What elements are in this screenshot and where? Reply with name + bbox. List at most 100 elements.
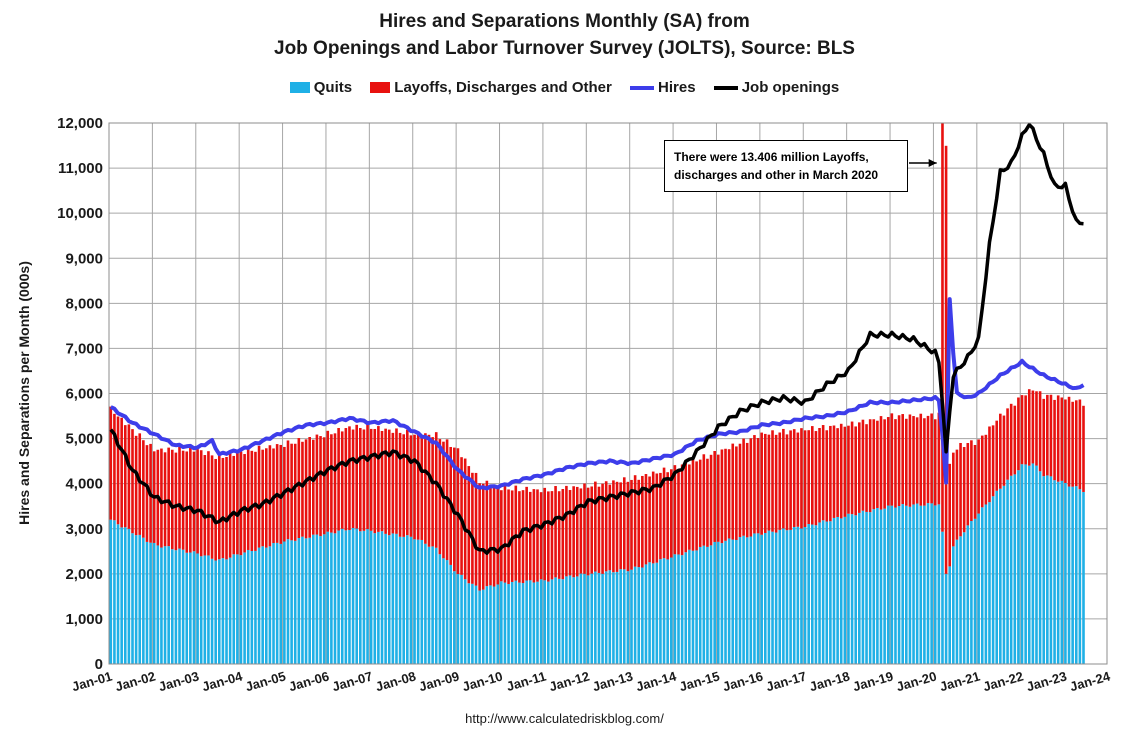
bar-layoffs bbox=[528, 491, 532, 581]
bar-layoffs bbox=[662, 467, 666, 559]
x-tick-label: Jan-01 bbox=[70, 668, 114, 694]
bar-layoffs bbox=[789, 430, 792, 530]
x-tick-label: Jan-09 bbox=[417, 668, 461, 694]
bar-quits bbox=[398, 536, 402, 664]
bar-layoffs bbox=[377, 426, 380, 532]
bar-quits bbox=[1009, 475, 1013, 664]
bar-quits bbox=[272, 543, 275, 664]
bar-quits bbox=[286, 539, 290, 664]
bar-quits bbox=[955, 539, 959, 664]
bar-layoffs bbox=[890, 413, 894, 506]
y-tick-label: 7,000 bbox=[65, 340, 103, 357]
bar-quits bbox=[565, 576, 568, 664]
bar-layoffs bbox=[387, 429, 391, 536]
bar-layoffs bbox=[492, 485, 496, 587]
bar-quits bbox=[232, 554, 236, 664]
bar-layoffs bbox=[749, 438, 753, 537]
bar-quits bbox=[170, 549, 174, 664]
bar-quits bbox=[586, 575, 590, 664]
bar-quits bbox=[225, 559, 228, 664]
bar-quits bbox=[796, 526, 800, 664]
bar-quits bbox=[933, 505, 937, 664]
y-tick-label: 0 bbox=[95, 656, 103, 673]
bar-quits bbox=[239, 555, 243, 664]
bar-layoffs bbox=[970, 440, 973, 522]
bar-layoffs bbox=[424, 433, 427, 544]
bar-quits bbox=[210, 558, 214, 664]
bar-layoffs bbox=[185, 451, 189, 553]
bar-layoffs bbox=[999, 413, 1002, 489]
bar-layoffs bbox=[420, 436, 424, 540]
bar-quits bbox=[536, 581, 539, 664]
bar-layoffs bbox=[503, 486, 507, 583]
bar-layoffs bbox=[1064, 399, 1067, 483]
bar-quits bbox=[156, 545, 160, 664]
bar-layoffs bbox=[340, 431, 344, 529]
bar-layoffs bbox=[199, 450, 203, 557]
bar-quits bbox=[554, 577, 557, 664]
bar-quits bbox=[749, 536, 753, 664]
bar-quits bbox=[568, 575, 572, 664]
bar-quits bbox=[181, 549, 185, 664]
bar-layoffs bbox=[572, 486, 575, 578]
bar-layoffs bbox=[651, 471, 655, 564]
bar-quits bbox=[138, 534, 142, 664]
bar-quits bbox=[991, 496, 995, 664]
bar-quits bbox=[474, 585, 478, 664]
bar-quits bbox=[489, 585, 492, 664]
bar-quits bbox=[792, 526, 796, 664]
bar-layoffs bbox=[561, 489, 565, 580]
bar-quits bbox=[648, 562, 651, 664]
bar-quits bbox=[839, 518, 843, 664]
bar-layoffs bbox=[239, 451, 243, 556]
bar-quits bbox=[471, 583, 474, 664]
bar-quits bbox=[763, 532, 767, 664]
bar-layoffs bbox=[174, 452, 178, 551]
x-tick-label: Jan-07 bbox=[330, 668, 374, 694]
bar-layoffs bbox=[594, 481, 597, 572]
bar-quits bbox=[113, 520, 116, 664]
bar-quits bbox=[948, 566, 952, 664]
legend-label-quits: Quits bbox=[313, 78, 353, 96]
bar-quits bbox=[941, 531, 944, 664]
bar-layoffs bbox=[771, 430, 774, 532]
bar-layoffs bbox=[915, 417, 919, 504]
bar-quits bbox=[774, 532, 778, 664]
bar-quits bbox=[424, 543, 427, 664]
bar-quits bbox=[355, 528, 358, 664]
bar-quits bbox=[706, 546, 709, 664]
bar-layoffs bbox=[919, 413, 923, 506]
annotation-line-2: discharges and other in March 2020 bbox=[674, 168, 879, 182]
bar-quits bbox=[308, 537, 311, 664]
bar-layoffs bbox=[481, 483, 485, 590]
bar-layoffs bbox=[767, 434, 771, 531]
bar-quits bbox=[348, 529, 351, 664]
bar-quits bbox=[1017, 470, 1020, 664]
bar-layoffs bbox=[1020, 395, 1024, 465]
bar-quits bbox=[666, 559, 669, 664]
plot-frame bbox=[108, 122, 1108, 665]
bar-quits bbox=[1013, 474, 1017, 664]
bar-quits bbox=[185, 552, 189, 664]
bar-layoffs bbox=[431, 437, 434, 547]
line-job-openings bbox=[109, 122, 1084, 555]
bar-quits bbox=[160, 547, 163, 664]
bar-quits bbox=[803, 527, 807, 664]
legend-swatch-job-openings bbox=[713, 85, 738, 90]
bar-quits bbox=[959, 536, 962, 664]
bar-quits bbox=[745, 537, 749, 664]
bar-layoffs bbox=[539, 492, 543, 580]
bar-layoffs bbox=[438, 439, 442, 555]
bar-quits bbox=[836, 516, 839, 664]
bar-layoffs bbox=[315, 434, 319, 535]
bar-layoffs bbox=[774, 434, 778, 533]
bar-quits bbox=[134, 535, 138, 664]
bar-layoffs bbox=[713, 451, 716, 542]
bar-quits bbox=[659, 559, 662, 664]
bar-layoffs bbox=[803, 430, 807, 528]
bar-quits bbox=[579, 573, 583, 664]
bar-quits bbox=[847, 513, 850, 664]
bar-quits bbox=[713, 541, 716, 664]
bar-quits bbox=[525, 580, 528, 664]
bar-layoffs bbox=[1078, 399, 1082, 490]
